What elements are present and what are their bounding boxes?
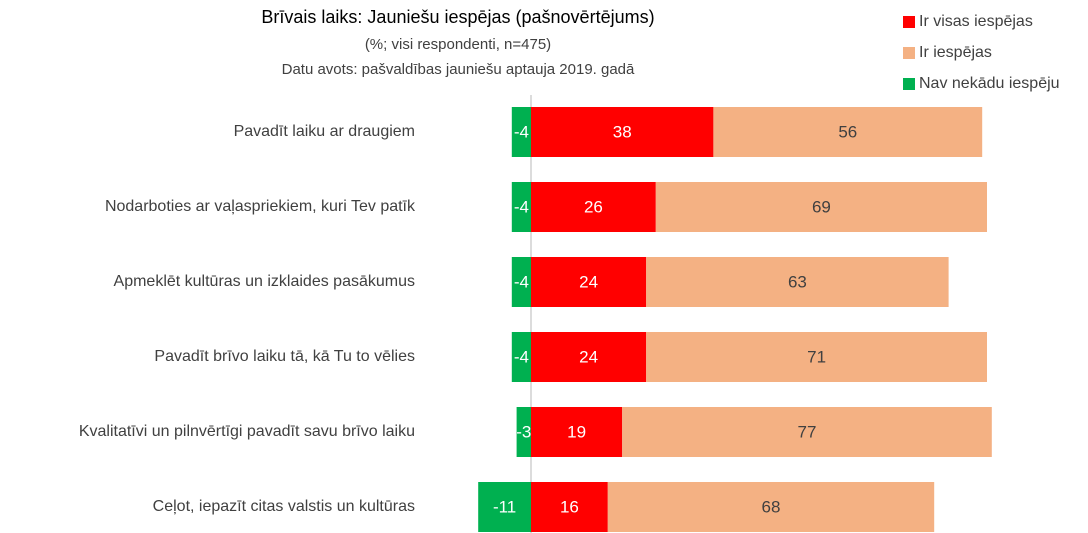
data-label: 63 xyxy=(788,272,807,291)
legend-label: Ir iespējas xyxy=(919,44,992,61)
data-label: 77 xyxy=(798,422,817,441)
data-label: -4 xyxy=(514,272,529,291)
bar-segment xyxy=(511,332,531,382)
legend-label: Nav nekādu iespēju xyxy=(919,75,1060,92)
data-label: 56 xyxy=(838,122,857,141)
data-label: -4 xyxy=(514,347,529,366)
bar-segment xyxy=(516,407,531,457)
category-label: Ceļot, iepazīt citas valstis un kultūras xyxy=(153,498,415,515)
data-label: 24 xyxy=(579,347,598,366)
data-label: -11 xyxy=(493,497,516,516)
bar-segment xyxy=(511,257,531,307)
data-label: 19 xyxy=(567,422,586,441)
bar-segment xyxy=(531,107,714,157)
bar-segment xyxy=(646,257,949,307)
bar-segment xyxy=(607,482,935,532)
chart-subtitle: (%; visi respondenti, n=475) xyxy=(365,36,551,53)
data-label: 71 xyxy=(807,347,826,366)
category-label: Pavadīt laiku ar draugiem xyxy=(234,123,415,140)
data-label: 26 xyxy=(584,197,603,216)
legend-swatch xyxy=(903,47,915,59)
legend-swatch xyxy=(903,16,915,28)
bar-segment xyxy=(531,482,608,532)
bar-segment xyxy=(655,182,987,232)
data-label: 69 xyxy=(812,197,831,216)
data-label: 38 xyxy=(613,122,632,141)
bar-segment xyxy=(646,332,987,382)
category-label: Kvalitatīvi un pilnvērtīgi pavadīt savu … xyxy=(79,423,415,440)
category-label: Nodarboties ar vaļaspriekiem, kuri Tev p… xyxy=(105,198,416,215)
bar-segment xyxy=(713,107,983,157)
category-label: Apmeklēt kultūras un izklaides pasākumus xyxy=(114,273,415,290)
bar-segment xyxy=(511,107,531,157)
bar-segment xyxy=(511,182,531,232)
category-label: Pavadīt brīvo laiku tā, kā Tu to vēlies xyxy=(154,348,415,365)
bar-segment xyxy=(531,257,647,307)
data-label: -4 xyxy=(514,122,529,141)
chart-source: Datu avots: pašvaldības jauniešu aptauja… xyxy=(282,61,635,78)
legend-label: Ir visas iespējas xyxy=(919,13,1033,30)
chart-title: Brīvais laiks: Jauniešu iespējas (pašnov… xyxy=(261,7,654,27)
data-label: 24 xyxy=(579,272,598,291)
data-label: 16 xyxy=(560,497,579,516)
bar-segment xyxy=(531,332,647,382)
legend-swatch xyxy=(903,78,915,90)
data-label: -3 xyxy=(516,422,531,441)
data-label: 68 xyxy=(762,497,781,516)
bar-segment xyxy=(531,182,656,232)
data-label: -4 xyxy=(514,197,529,216)
bar-segment xyxy=(622,407,992,457)
bar-segment xyxy=(531,407,623,457)
bar-segment xyxy=(478,482,531,532)
